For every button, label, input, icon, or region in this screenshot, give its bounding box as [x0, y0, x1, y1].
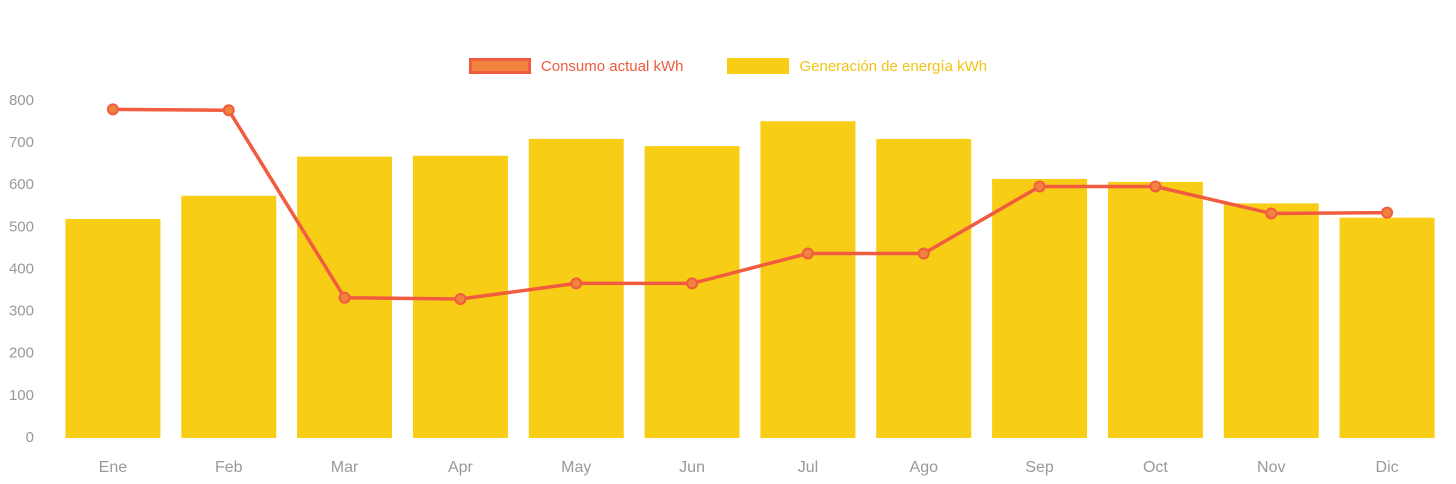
line-point-ago: [917, 247, 930, 260]
x-tick-label-nov: Nov: [1257, 459, 1285, 476]
bar-nov: [1223, 203, 1319, 438]
line-point-nov: [1265, 207, 1278, 220]
line-point-ene: [106, 103, 119, 116]
line-point-oct: [1149, 180, 1162, 193]
chart-legend: Consumo actual kWh Generación de energía…: [0, 58, 1456, 74]
bar-oct: [1107, 181, 1203, 438]
line-point-may: [570, 277, 583, 290]
y-tick-label: 300: [9, 303, 34, 320]
x-tick-label-may: May: [561, 459, 591, 476]
line-series: [111, 107, 1389, 301]
x-tick-label-sep: Sep: [1025, 459, 1054, 476]
bar-feb: [181, 195, 277, 438]
bar-jul: [760, 121, 856, 438]
line-point-jun: [686, 277, 699, 290]
x-tick-label-oct: Oct: [1143, 459, 1168, 476]
y-tick-label: 800: [9, 92, 34, 109]
bar-ago: [876, 138, 972, 438]
line-point-apr: [454, 292, 467, 305]
y-tick-label: 400: [9, 260, 34, 277]
y-tick-label: 100: [9, 387, 34, 404]
x-tick-label-jun: Jun: [679, 459, 705, 476]
y-tick-label: 200: [9, 345, 34, 362]
line-point-jul: [801, 247, 814, 260]
y-tick-label: 700: [9, 134, 34, 151]
bar-ene: [65, 218, 161, 438]
bar-dic: [1339, 217, 1435, 438]
x-tick-label-mar: Mar: [331, 459, 359, 476]
legend-item-generacion[interactable]: Generación de energía kWh: [727, 58, 987, 74]
legend-label-consumo: Consumo actual kWh: [540, 57, 684, 75]
line-point-sep: [1033, 180, 1046, 193]
x-tick-label-ene: Ene: [99, 459, 128, 476]
bar-sep: [992, 178, 1088, 438]
y-tick-label: 0: [26, 429, 34, 446]
x-tick-label-ago: Ago: [910, 459, 939, 476]
legend-swatch-consumo: [468, 58, 531, 74]
legend-label-generacion: Generación de energía kWh: [799, 57, 988, 75]
x-tick-label-jul: Jul: [798, 459, 818, 476]
x-tick-label-apr: Apr: [448, 459, 474, 476]
legend-swatch-generacion: [727, 58, 790, 74]
line-point-dic: [1381, 206, 1394, 219]
line-point-mar: [338, 291, 351, 304]
y-tick-label: 500: [9, 218, 34, 235]
bar-jun: [644, 146, 740, 439]
x-tick-label-dic: Dic: [1376, 459, 1399, 476]
legend-item-consumo[interactable]: Consumo actual kWh: [468, 57, 684, 75]
line-point-feb: [222, 104, 235, 117]
x-tick-label-feb: Feb: [215, 459, 243, 476]
y-tick-label: 600: [9, 176, 34, 193]
